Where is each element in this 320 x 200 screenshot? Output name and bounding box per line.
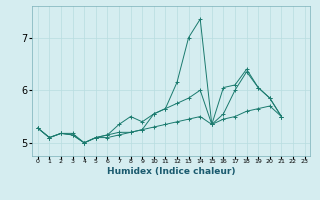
X-axis label: Humidex (Indice chaleur): Humidex (Indice chaleur) bbox=[107, 167, 236, 176]
